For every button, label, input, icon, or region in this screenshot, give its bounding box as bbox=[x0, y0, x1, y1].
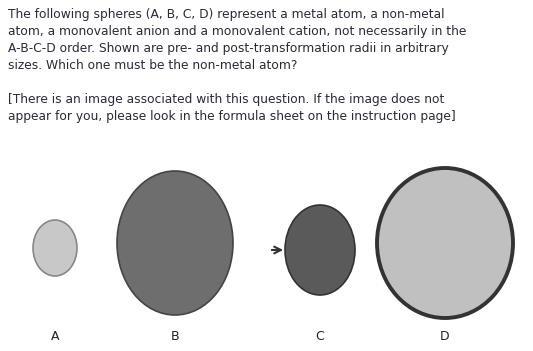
Text: A-B-C-D order. Shown are pre- and post-transformation radii in arbitrary: A-B-C-D order. Shown are pre- and post-t… bbox=[8, 42, 449, 55]
Ellipse shape bbox=[377, 168, 513, 318]
Text: [There is an image associated with this question. If the image does not: [There is an image associated with this … bbox=[8, 93, 445, 106]
Text: D: D bbox=[440, 330, 450, 343]
Text: The following spheres (A, B, C, D) represent a metal atom, a non-metal: The following spheres (A, B, C, D) repre… bbox=[8, 8, 445, 21]
Text: appear for you, please look in the formula sheet on the instruction page]: appear for you, please look in the formu… bbox=[8, 110, 456, 123]
Text: A: A bbox=[51, 330, 59, 343]
Text: B: B bbox=[171, 330, 179, 343]
Text: atom, a monovalent anion and a monovalent cation, not necessarily in the: atom, a monovalent anion and a monovalen… bbox=[8, 25, 466, 38]
Ellipse shape bbox=[33, 220, 77, 276]
Ellipse shape bbox=[117, 171, 233, 315]
Text: sizes. Which one must be the non-metal atom?: sizes. Which one must be the non-metal a… bbox=[8, 59, 297, 72]
Ellipse shape bbox=[285, 205, 355, 295]
Text: C: C bbox=[316, 330, 325, 343]
